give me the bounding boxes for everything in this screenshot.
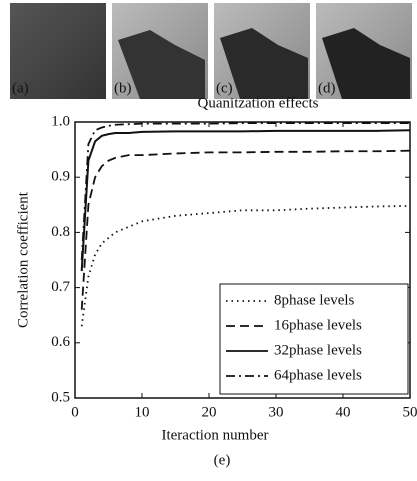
line-series	[82, 123, 410, 260]
x-tick-label: 40	[336, 404, 351, 420]
y-tick-label: 0.9	[51, 169, 70, 185]
legend-label: 8phase levels	[274, 292, 355, 308]
y-tick-label: 0.8	[51, 224, 70, 240]
y-axis-label: Correlation coefficient	[15, 191, 31, 328]
panel-label: (c)	[216, 80, 233, 96]
x-axis-label: Iteraction number	[161, 427, 268, 443]
x-tick-label: 10	[135, 404, 150, 420]
y-tick-label: 1.0	[51, 113, 70, 129]
y-tick-label: 0.5	[51, 389, 70, 405]
x-tick-label: 50	[403, 404, 417, 420]
image-panels: (a) (b) (c) (d)	[10, 3, 412, 99]
x-tick-label: 0	[71, 404, 79, 420]
chart-title: Quanitzation effects	[198, 95, 319, 111]
legend-label: 64phase levels	[274, 367, 362, 383]
y-tick-label: 0.6	[51, 334, 70, 350]
legend-label: 32phase levels	[274, 342, 362, 358]
panel-label: (a)	[12, 80, 29, 96]
x-tick-label: 30	[269, 404, 284, 420]
x-tick-label: 20	[202, 404, 217, 420]
y-tick-label: 0.7	[51, 279, 70, 295]
caption: (e)	[214, 452, 231, 468]
panel-label: (d)	[318, 80, 336, 96]
panel-label: (b)	[114, 80, 132, 96]
legend-label: 16phase levels	[274, 317, 362, 333]
